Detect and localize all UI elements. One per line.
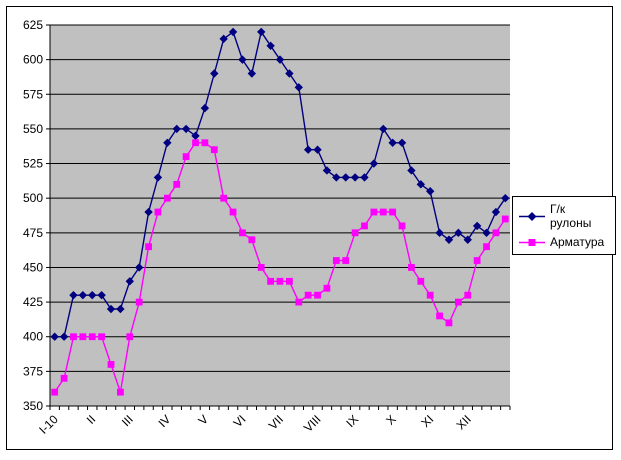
svg-text:550: 550 (23, 122, 43, 136)
svg-text:350: 350 (23, 399, 43, 413)
svg-text:575: 575 (23, 87, 43, 101)
diamond-marker-icon (519, 211, 545, 221)
svg-text:I-10: I-10 (36, 412, 61, 437)
legend-label: Арматура (550, 235, 605, 249)
legend-item-rebar: Арматура (519, 235, 609, 249)
svg-text:IV: IV (156, 412, 174, 430)
svg-text:525: 525 (23, 157, 43, 171)
legend-item-hot-rolled-coils: Г/к рулоны (519, 202, 609, 230)
svg-text:XI: XI (418, 412, 436, 430)
svg-text:475: 475 (23, 226, 43, 240)
svg-text:II: II (84, 412, 99, 427)
square-marker-icon (519, 237, 545, 247)
svg-text:VI: VI (231, 412, 249, 430)
svg-text:VIII: VIII (301, 412, 324, 435)
svg-text:375: 375 (23, 364, 43, 378)
svg-text:XII: XII (454, 412, 474, 432)
legend-label: Г/к рулоны (550, 202, 592, 230)
svg-text:500: 500 (23, 191, 43, 205)
svg-text:IX: IX (343, 412, 361, 430)
svg-text:600: 600 (23, 53, 43, 67)
svg-text:400: 400 (23, 330, 43, 344)
svg-text:VII: VII (266, 412, 286, 432)
svg-text:X: X (383, 412, 399, 428)
svg-text:V: V (195, 412, 211, 428)
legend: Г/к рулоны Арматура (512, 196, 616, 255)
svg-text:625: 625 (23, 18, 43, 32)
svg-text:425: 425 (23, 295, 43, 309)
svg-text:450: 450 (23, 260, 43, 274)
svg-text:III: III (119, 412, 136, 429)
